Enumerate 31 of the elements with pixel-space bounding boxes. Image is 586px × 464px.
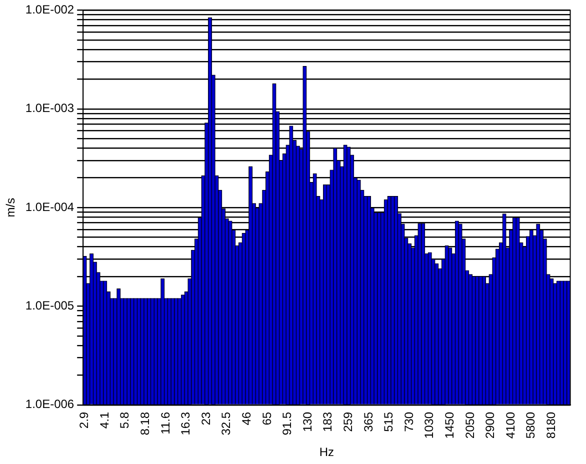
- x-tick-label: 16.3: [178, 412, 193, 436]
- x-tick-label: 2.9: [77, 412, 92, 429]
- x-tick-label: 5.8: [118, 412, 132, 429]
- x-tick-label: 1450: [442, 412, 456, 439]
- x-tick-label: 65: [260, 412, 274, 426]
- x-tick-label: 4100: [503, 412, 518, 439]
- x-tick-label: 183: [320, 412, 335, 432]
- x-tick-label: 4.1: [97, 412, 112, 429]
- x-tick-label: 365: [361, 412, 376, 432]
- x-tick-label: 8.18: [138, 412, 152, 436]
- x-axis-title: Hz: [319, 445, 334, 460]
- y-tick-label: 1.0E-006: [25, 397, 74, 412]
- y-axis-title: m/s: [4, 198, 18, 218]
- x-tick-label: 23: [198, 412, 213, 426]
- x-tick-label: 130: [300, 412, 314, 432]
- x-tick-label: 8180: [544, 412, 558, 439]
- y-tick-label: 1.0E-002: [25, 2, 74, 17]
- x-tick-label: 46: [239, 412, 254, 426]
- x-tick-label: 5800: [524, 412, 538, 439]
- x-tick-label: 259: [340, 412, 355, 432]
- x-tick-label: 515: [382, 412, 396, 432]
- y-tick-label: 1.0E-005: [25, 298, 74, 313]
- x-tick-label: 730: [402, 412, 416, 432]
- x-tick-label: 1030: [422, 412, 436, 439]
- y-tick-label: 1.0E-004: [25, 200, 74, 214]
- x-tick-label: 2900: [483, 412, 498, 439]
- x-tick-label: 2050: [462, 412, 477, 439]
- x-tick-label: 11.6: [158, 412, 172, 434]
- y-tick-label: 1.0E-003: [25, 101, 74, 116]
- x-tick-label: 91.5: [280, 412, 294, 436]
- x-tick-label: 32.5: [219, 412, 234, 436]
